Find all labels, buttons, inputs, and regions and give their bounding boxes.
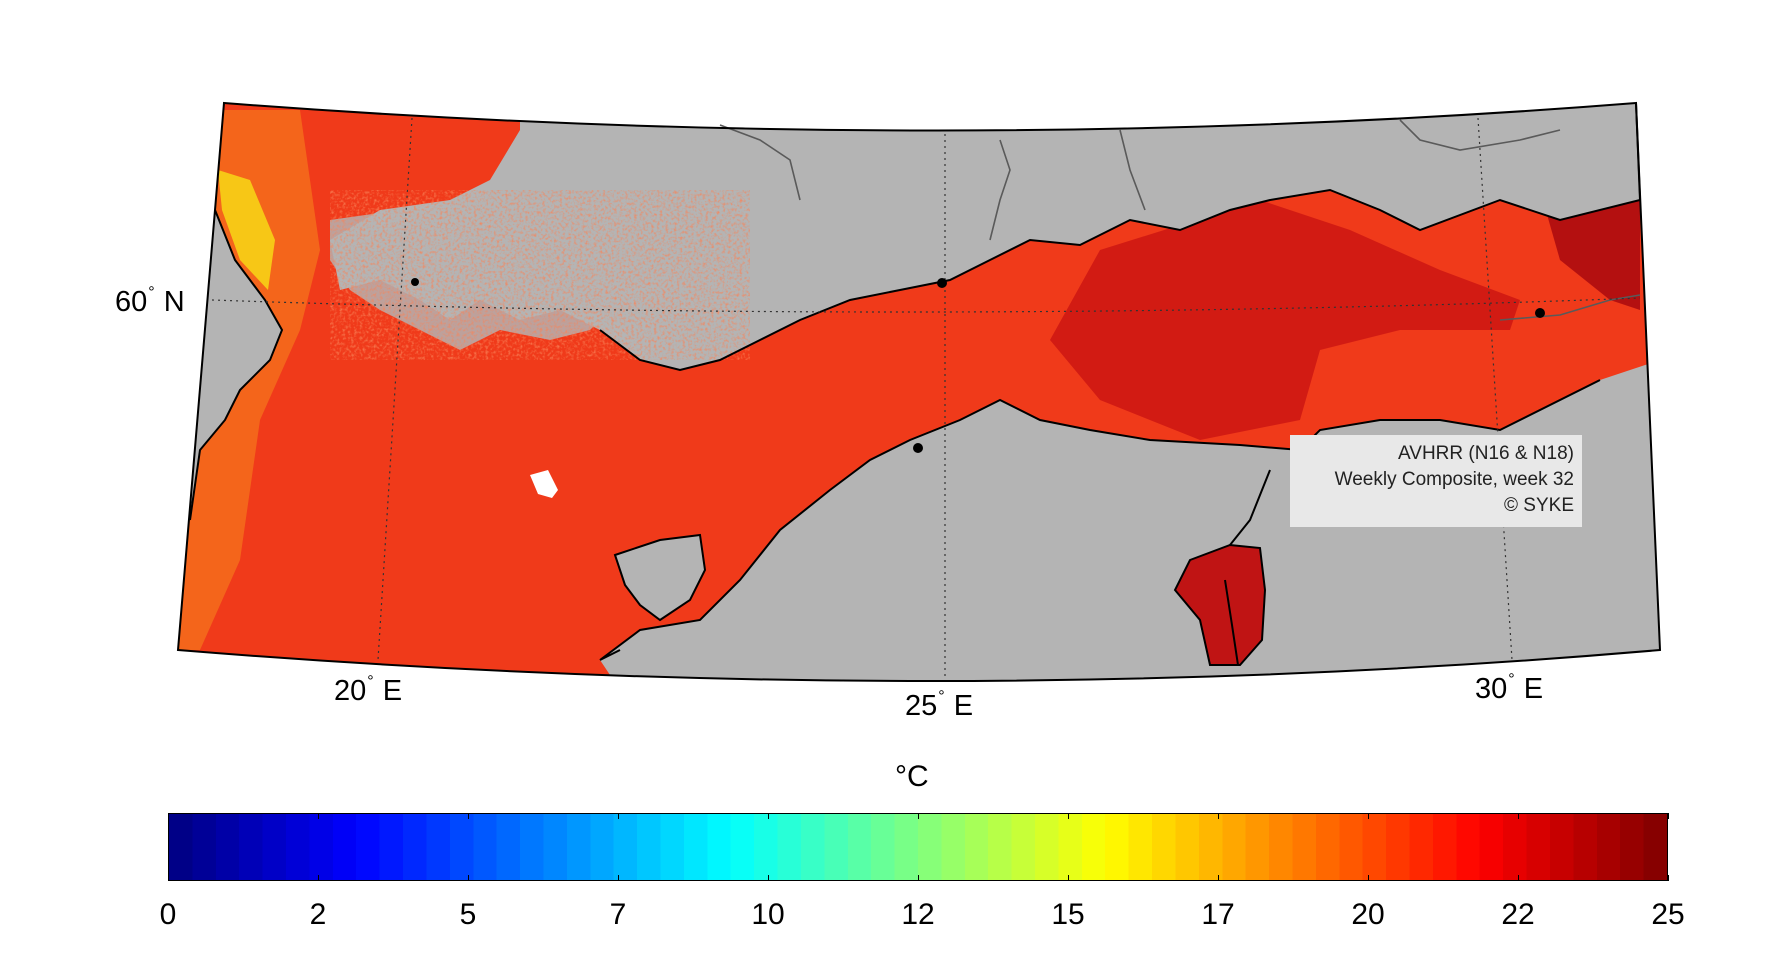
colorbar-tick-mark bbox=[1368, 875, 1369, 881]
lon-label-30e: 30° E bbox=[1475, 671, 1544, 706]
source-legend-box: AVHRR (N16 & N18) Weekly Composite, week… bbox=[1290, 435, 1582, 527]
colorbar-tick-mark bbox=[468, 875, 469, 881]
colorbar-unit: °C bbox=[895, 760, 929, 793]
sea-yellow-patch bbox=[218, 170, 275, 290]
colorbar-tick-label: 25 bbox=[1651, 898, 1685, 931]
city-dot-stpetersburg bbox=[1535, 308, 1545, 318]
lon-value: 25 bbox=[905, 690, 938, 722]
colorbar-tick-mark bbox=[918, 875, 919, 881]
colorbar-tick-mark bbox=[168, 813, 169, 819]
city-markers bbox=[411, 278, 1545, 453]
map-frame bbox=[176, 101, 1662, 682]
city-dot-tallinn bbox=[913, 443, 923, 453]
colorbar-tick-mark bbox=[1218, 813, 1219, 819]
lon-value: 30 bbox=[1475, 673, 1508, 705]
colorbar-tick-mark bbox=[1668, 813, 1669, 819]
city-dot-helsinki bbox=[937, 278, 947, 288]
colorbar-tick-label: 17 bbox=[1201, 898, 1235, 931]
colorbar-tick-mark bbox=[318, 813, 319, 819]
lon-dir: E bbox=[382, 675, 403, 707]
colorbar-tick-label: 15 bbox=[1051, 898, 1085, 931]
coastlines bbox=[189, 102, 1642, 666]
colorbar-tick-label: 5 bbox=[459, 898, 477, 931]
colorbar-tick-mark bbox=[768, 875, 769, 881]
city-dot-turku bbox=[411, 278, 419, 286]
lon-dir: E bbox=[953, 690, 974, 722]
colorbar-tick-mark bbox=[468, 813, 469, 819]
degree-symbol: ° bbox=[148, 284, 155, 301]
colorbar-tick-label: 22 bbox=[1501, 898, 1535, 931]
lat-dir: N bbox=[163, 286, 185, 318]
lon-value: 20 bbox=[334, 675, 367, 707]
lake-peipus bbox=[1175, 545, 1265, 665]
sea-warm-gulf bbox=[1050, 200, 1520, 440]
rivers bbox=[719, 119, 1641, 321]
land-saaremaa bbox=[615, 535, 705, 620]
colorbar-tick-label: 20 bbox=[1351, 898, 1385, 931]
colorbar-tick-mark bbox=[618, 875, 619, 881]
lat-value: 60 bbox=[115, 286, 148, 318]
degree-symbol: ° bbox=[938, 688, 945, 705]
legend-copyright-line: © SYKE bbox=[1504, 495, 1574, 516]
colorbar-tick-mark bbox=[318, 875, 319, 881]
colorbar-tick-mark bbox=[168, 875, 169, 881]
colorbar-tick-label: 10 bbox=[751, 898, 785, 931]
colorbar-tick-mark bbox=[1068, 813, 1069, 819]
colorbar-tick-mark bbox=[1518, 875, 1519, 881]
lat-label-60n: 60° N bbox=[115, 284, 185, 319]
colorbar-tick-mark bbox=[1668, 875, 1669, 881]
colorbar-tick-label: 2 bbox=[309, 898, 327, 931]
graticule bbox=[211, 117, 1641, 680]
colorbar-tick-label: 0 bbox=[159, 898, 177, 931]
lon-label-20e: 20° E bbox=[334, 673, 403, 708]
degree-symbol: ° bbox=[367, 673, 374, 690]
colorbar-tick-mark bbox=[1368, 813, 1369, 819]
colorbar bbox=[168, 813, 1668, 881]
lon-dir: E bbox=[1523, 673, 1544, 705]
colorbar-tick-mark bbox=[618, 813, 619, 819]
colorbar-tick-mark bbox=[918, 813, 919, 819]
legend-composite-line: Weekly Composite, week 32 bbox=[1334, 469, 1574, 490]
degree-symbol: ° bbox=[1508, 671, 1515, 688]
legend-sensor-line: AVHRR (N16 & N18) bbox=[1398, 443, 1574, 464]
colorbar-tick-mark bbox=[768, 813, 769, 819]
colorbar-tick-label: 12 bbox=[901, 898, 935, 931]
colorbar-tick-label: 7 bbox=[609, 898, 627, 931]
archipelago-speckle bbox=[330, 190, 750, 360]
cloud-spot bbox=[530, 470, 558, 498]
lon-label-25e: 25° E bbox=[905, 688, 974, 723]
colorbar-tick-mark bbox=[1068, 875, 1069, 881]
colorbar-tick-mark bbox=[1218, 875, 1219, 881]
colorbar-tick-mark bbox=[1518, 813, 1519, 819]
